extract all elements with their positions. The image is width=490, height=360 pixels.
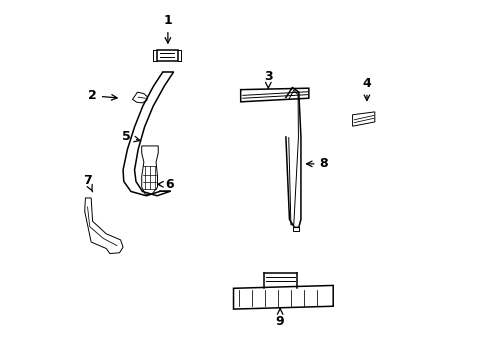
Text: 3: 3 xyxy=(264,69,272,88)
Bar xyxy=(157,50,177,60)
Text: 8: 8 xyxy=(307,157,328,170)
Text: 5: 5 xyxy=(122,130,140,144)
Text: 9: 9 xyxy=(276,309,285,328)
Text: 2: 2 xyxy=(88,89,117,102)
Text: 7: 7 xyxy=(83,174,93,192)
Text: 4: 4 xyxy=(363,77,371,100)
Text: 6: 6 xyxy=(158,178,174,191)
Bar xyxy=(293,226,299,231)
Text: 1: 1 xyxy=(164,14,172,43)
